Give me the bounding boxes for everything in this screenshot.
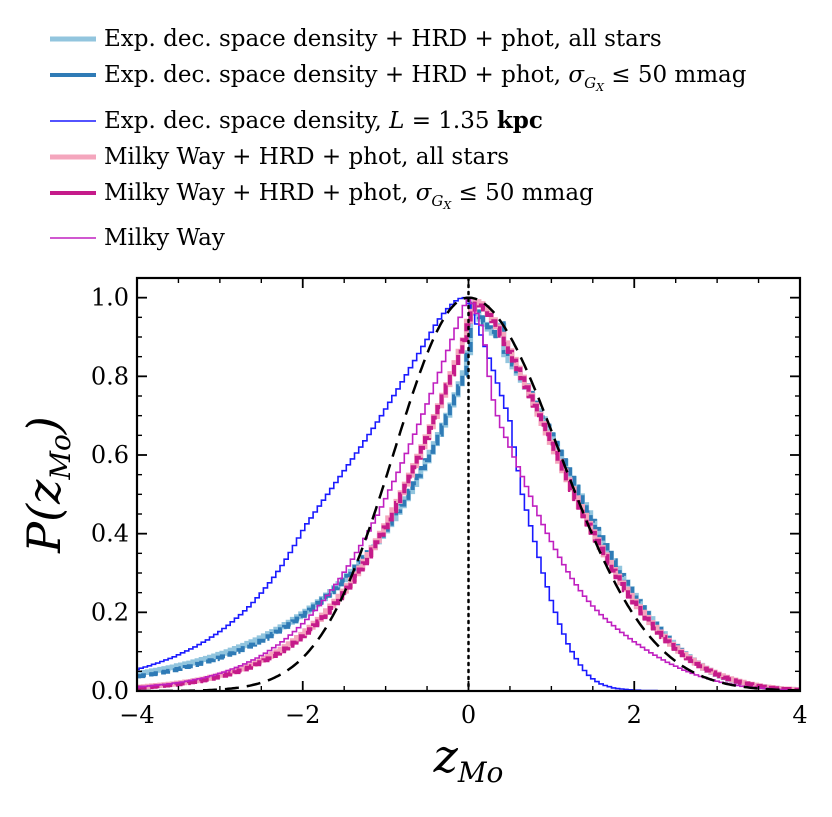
axis-ticks: −4 −2 0 2 4 0.0 0.2 0.4 0.6 0.8 1.0 [91,278,808,729]
series-line-5 [137,301,800,691]
legend-label-4: Milky Way + HRD + phot, all stars [104,144,509,170]
series-line-6 [137,296,800,691]
x-axis-label: zMo [433,729,504,789]
legend-label-1: Exp. dec. space density + HRD + phot, al… [104,26,662,52]
reference-layer [137,278,800,691]
series-line-1 [137,305,800,691]
x-tick-label: −2 [285,701,320,729]
y-tick-label: 1.0 [91,284,129,312]
legend-label-2: Exp. dec. space density + HRD + phot, σG… [104,62,747,94]
axis-labels: zMo P(zMo) [17,416,503,789]
x-tick-label: 2 [627,701,642,729]
y-tick-label: 0.2 [91,598,129,626]
series-line-3 [137,296,800,691]
x-tick-label: 4 [792,701,807,729]
x-tick-label: −4 [119,701,154,729]
legend: Exp. dec. space density + HRD + phot, al… [50,26,747,251]
y-tick-label: 0.6 [91,441,129,469]
x-tick-label: 0 [461,701,476,729]
legend-label-3: Exp. dec. space density, L = 1.35 kpc [104,107,543,134]
y-tick-label: 0.0 [91,677,129,705]
y-tick-label: 0.8 [91,362,129,390]
y-axis-label: P(zMo) [17,416,77,554]
y-tick-label: 0.4 [91,520,129,548]
gaussian-reference-curve [137,296,800,691]
legend-label-6: Milky Way [104,225,225,251]
legend-label-5: Milky Way + HRD + phot, σGX ≤ 50 mmag [104,180,594,212]
series-layer [137,296,800,691]
plot-area: −4 −2 0 2 4 0.0 0.2 0.4 0.6 0.8 1.0 [91,276,808,729]
